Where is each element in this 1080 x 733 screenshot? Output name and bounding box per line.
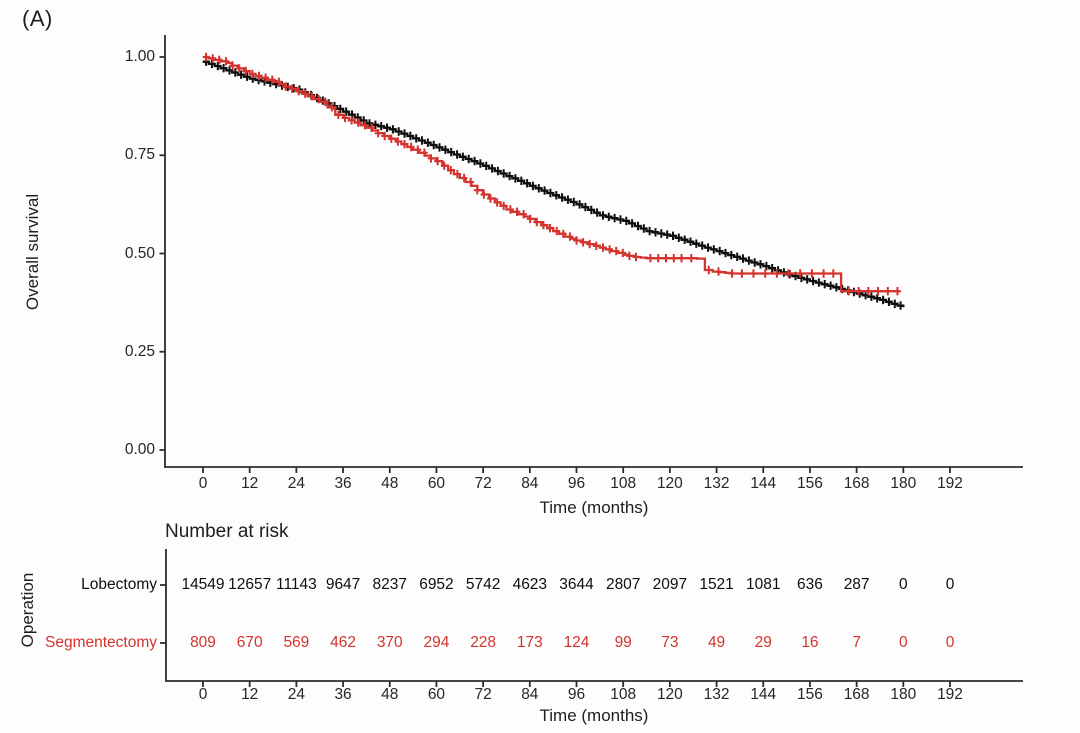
risk-count-lobectomy: 636 [797,576,823,593]
risk-count-segmentectomy: 99 [614,634,632,651]
x-tick-label: 108 [610,475,637,492]
risk-count-lobectomy: 5742 [465,576,501,593]
risk-x-tick-label: 96 [567,686,586,703]
censor-marks-lobectomy [202,57,904,310]
risk-x-tick-label: 180 [890,686,917,703]
y-tick-label: 0.75 [124,146,155,164]
survival-plot-axes [164,35,1023,468]
y-tick-label: 0.25 [124,342,155,360]
risk-x-tick-label: 84 [521,686,539,703]
risk-x-axis-title: Time (months) [539,706,649,725]
x-tick-label: 156 [797,475,823,492]
x-tick-label: 168 [843,475,870,492]
risk-row-label-segmentectomy: Segmentectomy [45,634,157,651]
risk-table-title: Number at risk [165,521,289,542]
risk-count-segmentectomy: 670 [236,634,263,651]
y-tick-label: 0.50 [124,244,155,262]
x-tick-label: 144 [750,475,777,492]
risk-x-tick-label: 132 [703,686,730,703]
x-tick-label: 96 [567,475,586,492]
risk-count-segmentectomy: 462 [330,634,356,651]
x-tick-label: 72 [474,475,492,492]
censor-marks-segmentectomy [202,52,901,296]
risk-count-segmentectomy: 124 [563,634,590,651]
km-curve-lobectomy [203,60,905,308]
risk-x-tick-label: 48 [381,686,399,703]
risk-count-segmentectomy: 173 [516,634,543,651]
risk-count-segmentectomy: 7 [852,634,861,651]
x-tick-label: 24 [287,475,305,492]
risk-row-label-lobectomy: Lobectomy [81,576,157,593]
risk-count-segmentectomy: 0 [945,634,955,651]
y-tick-label: 1.00 [124,48,155,65]
risk-count-segmentectomy: 569 [283,634,310,651]
risk-count-segmentectomy: 29 [754,634,772,651]
risk-count-lobectomy: 6952 [419,576,454,593]
risk-x-tick-label: 60 [427,686,446,703]
x-axis-title: Time (months) [539,498,649,517]
x-tick-label: 48 [381,475,399,492]
x-tick-label: 120 [656,475,683,492]
x-tick-label: 132 [703,475,730,492]
risk-count-segmentectomy: 294 [423,634,450,651]
x-tick-label: 36 [334,475,352,492]
x-tick-label: 12 [241,475,259,492]
risk-count-segmentectomy: 809 [190,634,216,651]
x-tick-label: 84 [521,475,539,492]
y-tick-label: 0.00 [124,441,155,458]
panel-label: (A) [22,6,53,31]
risk-count-lobectomy: 1521 [699,576,734,593]
risk-count-segmentectomy: 0 [899,634,908,651]
risk-x-tick-label: 168 [843,686,870,703]
risk-x-tick-label: 120 [656,686,683,703]
risk-count-segmentectomy: 73 [661,634,679,651]
risk-count-lobectomy: 287 [843,576,870,593]
x-tick-label: 0 [198,475,208,492]
risk-count-lobectomy: 2097 [652,576,688,593]
risk-count-segmentectomy: 49 [707,634,726,651]
x-tick-label: 60 [427,475,446,492]
risk-count-lobectomy: 14549 [181,576,225,593]
risk-count-lobectomy: 4623 [512,576,548,593]
risk-count-lobectomy: 11143 [275,576,317,593]
risk-count-lobectomy: 2807 [605,576,641,593]
risk-x-tick-label: 108 [610,686,637,703]
risk-count-lobectomy: 8237 [372,576,407,593]
risk-x-tick-label: 24 [287,686,305,703]
risk-x-tick-label: 0 [198,686,208,703]
risk-count-segmentectomy: 228 [470,634,497,651]
risk-x-tick-label: 72 [474,686,492,703]
risk-x-tick-label: 192 [937,686,963,703]
risk-count-lobectomy: 3644 [559,576,594,593]
risk-count-lobectomy: 0 [899,576,908,593]
risk-count-lobectomy: 0 [945,576,955,593]
risk-x-tick-label: 144 [750,686,777,703]
risk-count-lobectomy: 12657 [228,576,272,593]
risk-count-segmentectomy: 370 [376,634,403,651]
risk-x-tick-label: 12 [241,686,259,703]
risk-count-segmentectomy: 16 [801,634,819,651]
x-tick-label: 180 [890,475,917,492]
risk-x-tick-label: 36 [334,686,352,703]
x-tick-label: 192 [937,475,963,492]
risk-count-lobectomy: 9647 [325,576,361,593]
risk-count-lobectomy: 1081 [746,576,781,593]
risk-table-axes [165,549,1023,682]
risk-x-tick-label: 156 [797,686,823,703]
